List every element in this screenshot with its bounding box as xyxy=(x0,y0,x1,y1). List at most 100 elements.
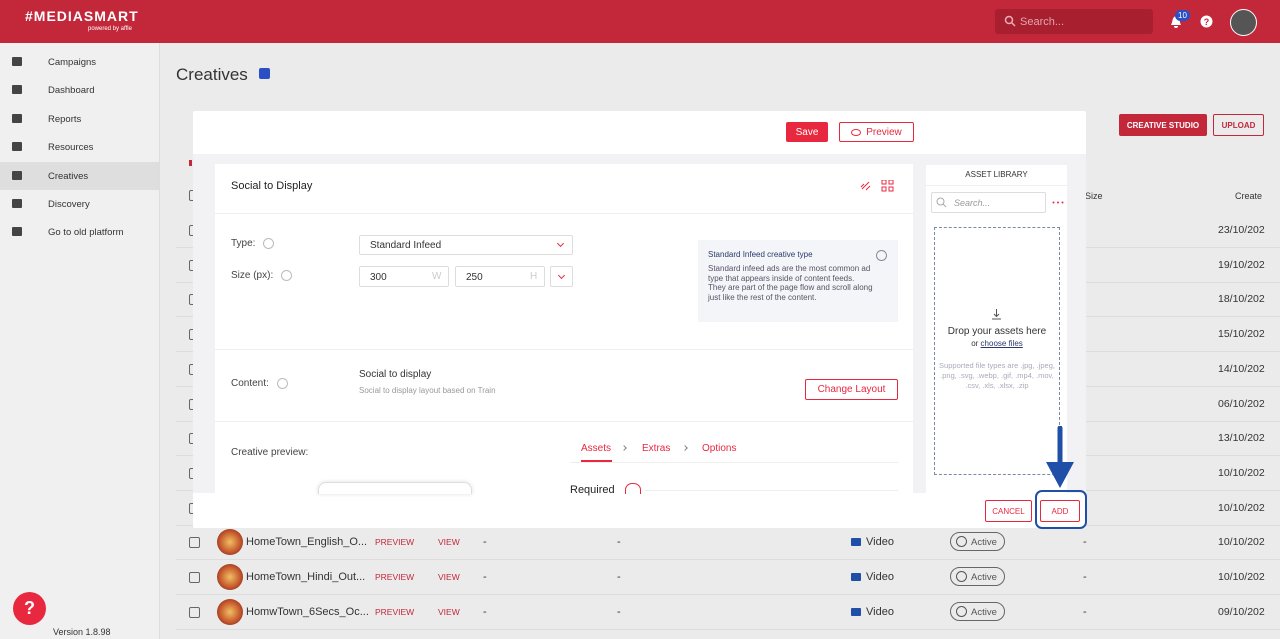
info-box xyxy=(698,240,898,322)
help-icon[interactable]: ? xyxy=(1200,15,1213,28)
active-row xyxy=(0,161,159,190)
creative-name: HomwTown_6Secs_Oc... xyxy=(246,605,369,618)
logo[interactable]: #MEDIASMART xyxy=(25,8,139,24)
date: 13/10/202 xyxy=(1218,432,1265,445)
status-pill: Active xyxy=(950,601,1005,621)
search-box[interactable] xyxy=(995,9,1153,34)
status-marker xyxy=(189,160,192,166)
cell: - xyxy=(617,536,621,549)
nav-item[interactable]: Reports xyxy=(48,113,82,125)
preview-link[interactable]: PREVIEW xyxy=(375,537,415,548)
title-icon[interactable] xyxy=(259,68,270,79)
choose-files-link[interactable]: choose files xyxy=(980,339,1023,348)
date: 15/10/202 xyxy=(1218,328,1265,341)
sidebar xyxy=(0,43,160,639)
search-icon xyxy=(1004,15,1016,27)
type: Video xyxy=(866,605,894,618)
nav-item[interactable]: Campaigns xyxy=(48,57,97,68)
nav-item[interactable]: Resources xyxy=(48,142,94,154)
type: Video xyxy=(866,571,894,583)
asset-library xyxy=(926,165,1067,493)
column-header: Create xyxy=(1235,191,1263,201)
view-link[interactable]: VIEW xyxy=(438,606,460,617)
label-text: Type: xyxy=(231,238,256,250)
section-title: Required xyxy=(570,484,615,496)
file-types: Supported file types are .jpg, .jpeg, .p… xyxy=(939,361,1055,390)
width-input[interactable]: 300 xyxy=(359,266,449,287)
creative-studio-button[interactable]: CREATIVE STUDIO xyxy=(1119,114,1207,136)
library-title: ASSET LIBRARY xyxy=(965,170,1028,179)
date: 10/10/202 xyxy=(1218,466,1265,479)
type-label: Type: xyxy=(231,238,275,250)
thumbnail xyxy=(217,598,243,625)
height-input[interactable]: 250 xyxy=(455,266,545,287)
preview-label: Creative preview: xyxy=(231,447,309,458)
divider xyxy=(215,349,913,350)
preview-link[interactable]: PREVIEW xyxy=(375,606,415,617)
cell: - xyxy=(617,571,621,583)
video-icon xyxy=(851,607,861,616)
size-dropdown[interactable] xyxy=(550,266,573,287)
nav-item[interactable]: Discovery xyxy=(48,199,90,210)
logo-tagline: powered by affle xyxy=(88,26,132,32)
nav-icon xyxy=(12,57,22,66)
cancel-button[interactable]: CANCEL xyxy=(985,500,1032,522)
view-link[interactable]: VIEW xyxy=(438,537,460,548)
change-layout-button[interactable]: Change Layout xyxy=(805,379,898,400)
choose-line: or choose files xyxy=(934,339,1060,348)
thumbnail xyxy=(217,529,243,556)
cell: - xyxy=(483,605,487,618)
divider xyxy=(215,421,913,422)
nav-icon xyxy=(12,199,22,208)
card-icons[interactable] xyxy=(860,180,894,192)
video-icon xyxy=(851,573,861,581)
collapse-button[interactable] xyxy=(625,483,641,494)
drop-zone[interactable] xyxy=(934,227,1060,475)
nav-icon xyxy=(12,227,22,237)
or-text: or xyxy=(971,339,979,348)
view-link[interactable]: VIEW xyxy=(438,572,460,582)
checkbox[interactable] xyxy=(189,537,200,549)
date: 23/10/202 xyxy=(1218,224,1265,236)
version: Version 1.8.98 xyxy=(53,627,111,637)
save-button[interactable]: Save xyxy=(786,122,828,142)
more-icon[interactable] xyxy=(1052,201,1064,204)
preview-link[interactable]: PREVIEW xyxy=(375,572,415,582)
drop-text: Drop your assets here xyxy=(947,326,1047,337)
check-icon xyxy=(956,571,967,582)
unit: W xyxy=(432,271,442,282)
info-icon[interactable] xyxy=(876,250,887,261)
nav-item[interactable]: Go to old platform xyxy=(48,227,124,239)
info-title: Standard Infeed creative type xyxy=(708,250,813,259)
page-title: Creatives xyxy=(176,65,248,84)
creative-name: HomeTown_Hindi_Out... xyxy=(246,571,366,583)
check-icon xyxy=(956,536,967,548)
preview-button[interactable]: Preview xyxy=(839,122,914,142)
nav-item[interactable]: Dashboard xyxy=(48,85,95,97)
checkbox[interactable] xyxy=(189,606,200,618)
content-subtitle: Social to display layout based on Train xyxy=(359,386,496,395)
notification-badge: 10 xyxy=(1175,10,1190,21)
tab[interactable]: Options xyxy=(702,443,737,454)
svg-text:?: ? xyxy=(1204,17,1210,27)
tab[interactable]: Assets xyxy=(581,443,612,454)
status-pill: Active xyxy=(950,532,1005,552)
nav-icon xyxy=(12,113,22,123)
date: 06/10/202 xyxy=(1218,397,1265,410)
label-text: Content: xyxy=(231,378,269,390)
tab[interactable]: Extras xyxy=(642,443,671,454)
nav-item[interactable]: Creatives xyxy=(48,170,89,182)
type-select[interactable]: Standard Infeed xyxy=(359,235,573,255)
date: 19/10/202 xyxy=(1218,258,1265,271)
cell: - xyxy=(1083,571,1087,583)
nav-icon xyxy=(12,85,22,95)
add-button[interactable]: ADD xyxy=(1040,500,1080,522)
upload-button[interactable]: UPLOAD xyxy=(1213,114,1264,136)
checkbox[interactable] xyxy=(189,572,200,583)
content-label: Content: xyxy=(231,378,288,389)
annotation-arrow xyxy=(1046,426,1074,488)
avatar[interactable] xyxy=(1230,9,1257,36)
help-button[interactable]: ? xyxy=(13,592,46,625)
content-value: Social to display xyxy=(359,369,432,380)
library-search[interactable]: Search... xyxy=(931,192,1046,213)
